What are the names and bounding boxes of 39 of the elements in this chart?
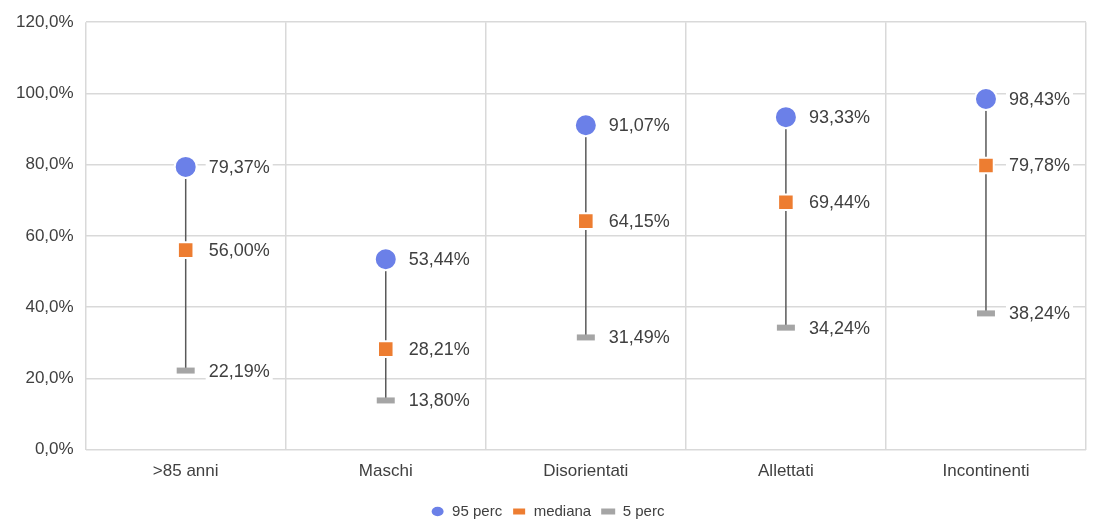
point [173,154,198,179]
point [373,247,398,272]
data-label: 53,44% [408,249,470,270]
data-label: 38,24% [1008,303,1071,324]
point [777,193,795,212]
point [577,212,595,230]
data-label: 98,43% [1008,88,1071,109]
data-label: 91,07% [608,115,670,136]
data-label: 93,33% [808,107,870,128]
data-label: 64,15% [608,211,670,232]
y-tick-label: 120,0% [15,11,74,31]
legend-label: 5 perc [622,501,665,519]
y-tick-label: 20,0% [25,368,74,388]
legend-label: mediana [533,501,592,519]
data-label: 69,44% [808,192,870,213]
data-label: 79,78% [1008,155,1071,176]
x-tick-label: Maschi [358,461,413,481]
data-label: 56,00% [208,240,270,261]
y-tick-label: 100,0% [15,83,74,103]
point [176,241,195,259]
point [773,105,798,130]
x-tick-label: Disorientati [543,461,629,481]
y-tick-label: 80,0% [25,154,74,174]
data-label: 31,49% [608,327,670,348]
data-label: 79,37% [208,156,270,177]
x-tick-label: Allettati [758,461,814,481]
point [973,87,998,112]
data-label: 13,80% [408,390,470,411]
data-label: 28,21% [408,339,470,360]
point [977,156,995,175]
point [573,113,598,138]
x-tick-label: Incontinenti [942,461,1030,481]
y-tick-label: 0,0% [34,439,74,459]
data-label: 34,24% [808,317,870,338]
data-label: 22,19% [208,360,270,381]
y-tick-label: 60,0% [25,225,74,245]
y-tick-label: 40,0% [25,296,74,316]
x-tick-label: >85 anni [152,461,219,481]
legend-label: 95 perc [452,501,503,519]
